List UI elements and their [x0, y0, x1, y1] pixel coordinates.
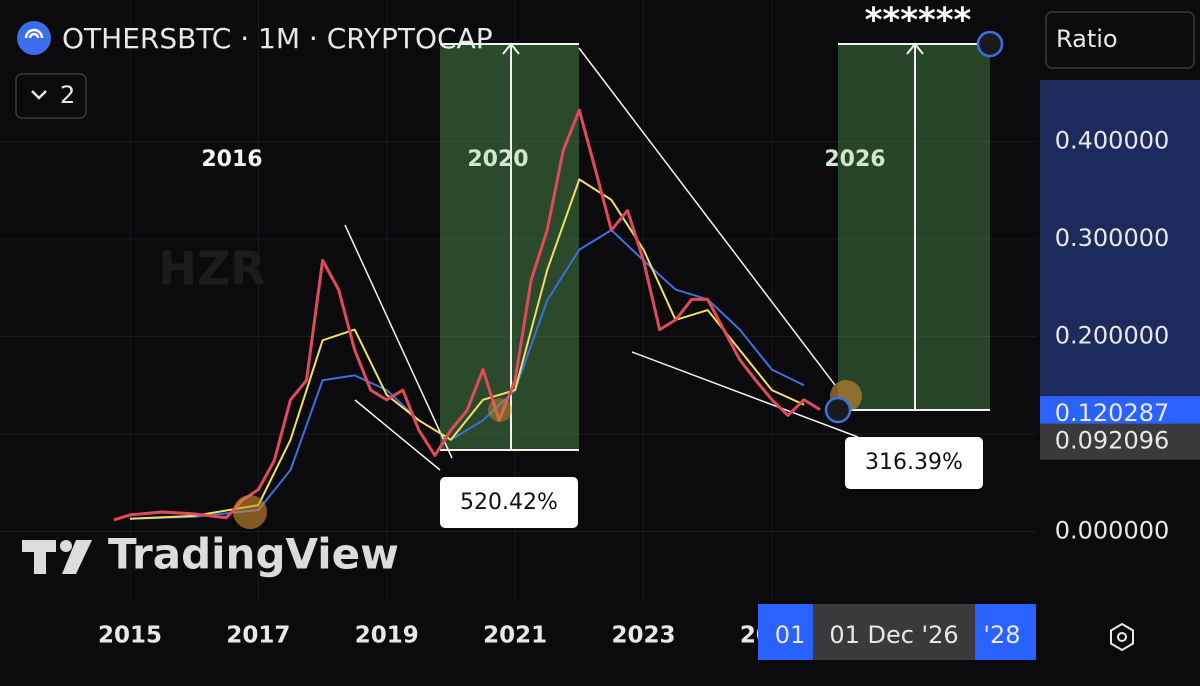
crosshair-label: 01	[775, 621, 806, 649]
interval-count[interactable]: 2	[60, 81, 75, 109]
x-tick-label: 2023	[612, 623, 676, 649]
drawings	[344, 42, 990, 471]
y-tick-label: 0.300000	[1055, 224, 1170, 252]
plot	[113, 108, 821, 522]
price-line	[113, 108, 821, 522]
annotation: ******	[865, 1, 972, 41]
trend-line	[354, 399, 441, 471]
trend-line	[344, 224, 453, 459]
y-tick-label: 0.000000	[1055, 516, 1170, 544]
annotations: 2016 2020 2026 HZR 520.42% 316.39% ******	[158, 1, 971, 516]
crosshair-label: '28	[983, 621, 1020, 649]
x-tick-label: 2015	[98, 623, 162, 649]
highlight-dot	[233, 495, 267, 529]
label-box	[440, 477, 578, 528]
chart-title: OTHERSBTC · 1M · CRYPTOCAP	[62, 22, 493, 55]
x-axis: 201520172019202120232025	[98, 623, 804, 649]
settings-icon-center	[1117, 632, 1127, 642]
crosshair-box	[975, 604, 1036, 660]
watermark: TradingView	[108, 530, 399, 579]
scale-label[interactable]: Ratio	[1056, 25, 1118, 53]
moving-average	[129, 229, 805, 520]
y-tick-label: 0.200000	[1055, 321, 1170, 349]
highlight-dot	[488, 398, 512, 422]
y-axis: 0.0000000.1000000.2000000.3000000.400000…	[1040, 126, 1200, 544]
price-label: 0.120287	[1055, 399, 1170, 427]
annotation: 2016	[201, 147, 262, 172]
symbol-icon-mark	[24, 28, 44, 39]
interval-button[interactable]	[15, 73, 87, 119]
y-tick-label: 0.400000	[1055, 126, 1170, 154]
arrow-head	[502, 42, 520, 55]
price-label: 0.092096	[1055, 427, 1170, 455]
arrow-head	[906, 42, 924, 55]
symbol-icon	[17, 21, 51, 55]
annotation: 520.42%	[460, 490, 558, 515]
trend-line	[578, 47, 836, 386]
x-tick-label: 2021	[483, 623, 547, 649]
anchor-dot	[976, 30, 1004, 58]
axis-highlight	[1040, 80, 1200, 412]
label-box	[845, 437, 983, 489]
moving-average	[129, 178, 805, 520]
x-tick-label: 2017	[226, 623, 290, 649]
anchor-dot	[824, 396, 852, 424]
scale-button[interactable]	[1045, 11, 1195, 69]
annotation: 2020	[467, 147, 528, 172]
watermark-logo	[22, 540, 92, 574]
annotation: 2026	[824, 147, 885, 172]
settings-icon[interactable]	[1110, 622, 1134, 652]
annotation: HZR	[158, 242, 265, 296]
projection-box	[440, 44, 579, 450]
annotation: 316.39%	[865, 450, 963, 475]
grid	[0, 0, 1037, 600]
crosshair-label: 01 Dec '26	[829, 621, 958, 649]
x-tick-label: 2019	[355, 623, 419, 649]
price-label-box	[1040, 423, 1200, 460]
crosshair-box	[758, 604, 813, 660]
trend-line	[631, 351, 859, 438]
crosshair-box	[813, 604, 975, 660]
chevron	[31, 90, 47, 100]
